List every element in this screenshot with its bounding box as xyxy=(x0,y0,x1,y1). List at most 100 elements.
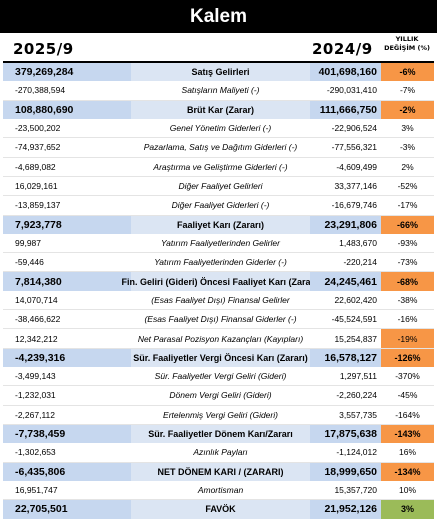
row-label: Satışların Maliyeti (-) xyxy=(181,85,260,96)
yearly-change: -134% xyxy=(381,462,434,481)
yearly-change: -19% xyxy=(381,329,434,348)
value-2024: 401,698,160 xyxy=(310,63,381,82)
value-2024: -1,124,012 xyxy=(336,447,377,458)
value-2024: 111,666,750 xyxy=(310,100,381,119)
yearly-change: -38% xyxy=(397,294,418,305)
table-row-major: -6,435,806 NET DÖNEM KARI / (ZARARI) 18,99… xyxy=(3,462,434,481)
value-2024: 21,952,126 xyxy=(310,500,381,519)
row-label: Genel Yönetim Giderleri (-) xyxy=(169,123,272,134)
table-row: -1,302,653 Azınlık Payları -1,124,012 16% xyxy=(3,443,434,463)
yearly-change: 10% xyxy=(398,485,416,496)
value-2024: 15,254,837 xyxy=(334,333,377,344)
table-row: -2,267,112 Ertelenmiş Vergi Geliri (Gider… xyxy=(3,406,434,425)
income-statement-table: 379,269,284 Satış Gelirleri 401,698,160 -6%… xyxy=(3,63,434,519)
table-row: -74,937,652 Pazarlama, Satış ve Dağıtım G… xyxy=(3,138,434,158)
row-label: Yatırım Faaliyetlerinden Giderler (-) xyxy=(154,257,287,268)
yearly-change: -16% xyxy=(397,314,418,325)
row-label: Fin. Geliri (Gideri) Öncesi Faaliyet Kar… xyxy=(121,272,320,291)
yearly-change: -126% xyxy=(381,348,434,367)
yearly-change: 2% xyxy=(401,161,414,172)
value-2025: -3,499,143 xyxy=(15,371,56,382)
table-title: Kalem xyxy=(0,0,437,33)
yearly-change: -370% xyxy=(395,371,420,382)
value-2025: 99,987 xyxy=(15,237,41,248)
yearly-change: 3% xyxy=(401,123,414,134)
row-label: Yatırım Faaliyetlerinden Gelirler xyxy=(161,237,280,248)
value-2024: -4,609,499 xyxy=(336,161,377,172)
table-row: -38,466,622 (Esas Faaliyet Dışı) Finansal… xyxy=(3,310,434,330)
value-2024: 18,999,650 xyxy=(310,462,381,481)
row-label: (Esas Faaliyet Dışı) Finansal Gelirler xyxy=(151,294,290,305)
table-row: 14,070,714 (Esas Faaliyet Dışı) Finansal … xyxy=(3,291,434,311)
table-row: 16,029,161 Diğer Faaliyet Gelirleri 33,377… xyxy=(3,177,434,197)
value-2024: 33,377,146 xyxy=(334,181,377,192)
row-label: Ertelenmiş Vergi Geliri (Gideri) xyxy=(163,409,278,420)
value-2025: 22,705,501 xyxy=(3,500,131,519)
yearly-change: -6% xyxy=(381,63,434,82)
row-label: Diğer Faaliyet Giderleri (-) xyxy=(171,200,270,211)
value-2025: -2,267,112 xyxy=(15,409,56,420)
value-2024: 3,557,735 xyxy=(339,409,377,420)
yearly-change: -45% xyxy=(397,390,418,401)
value-2024: -45,524,591 xyxy=(331,314,377,325)
change-header: YILLIK DEĞİŞİM (%) xyxy=(380,35,434,53)
table-row: -59,446 Yatırım Faaliyetlerinden Giderler… xyxy=(3,253,434,273)
value-2024: 1,297,511 xyxy=(339,371,377,382)
row-label: Diğer Faaliyet Gelirleri xyxy=(178,181,263,192)
row-label: Araştırma ve Geliştirme Giderleri (-) xyxy=(153,161,288,172)
table-row: 99,987 Yatırım Faaliyetlerinden Gelirler 1… xyxy=(3,234,434,254)
table-row-major: -4,239,316 Sür. Faaliyetler Vergi Öncesi … xyxy=(3,348,434,367)
column-header-row: 2025/9 2024/9 YILLIK DEĞİŞİM (%) xyxy=(0,33,437,61)
table-row: -3,499,143 Sür. Faaliyetler Vergi Geliri … xyxy=(3,367,434,387)
row-label: Dönem Vergi Geliri (Gideri) xyxy=(169,390,272,401)
change-header-line1: YILLIK xyxy=(395,35,419,43)
table-row: -23,500,202 Genel Yönetim Giderleri (-) -2… xyxy=(3,119,434,139)
yearly-change: -52% xyxy=(397,181,418,192)
value-2025: -7,738,459 xyxy=(3,424,131,444)
year-right-header: 2024/9 xyxy=(312,40,373,58)
value-2025: -23,500,202 xyxy=(15,123,61,134)
table-row: 16,951,747 Amortisman 15,357,720 10% xyxy=(3,481,434,501)
row-label: Net Parasal Pozisyon Kazançları (Kayıpla… xyxy=(137,333,304,344)
value-2025: -6,435,806 xyxy=(3,462,131,481)
table-row-major: 379,269,284 Satış Gelirleri 401,698,160 -6% xyxy=(3,63,434,82)
value-2024: 16,578,127 xyxy=(310,348,381,367)
value-2024: 22,602,420 xyxy=(334,294,377,305)
value-2025: -270,388,594 xyxy=(15,85,66,96)
table-row-major: 22,705,501 FAVÖK 21,952,126 3% xyxy=(3,500,434,519)
table-row-major: 108,880,690 Brüt Kar (Zarar) 111,666,750 -2… xyxy=(3,100,434,119)
yearly-change: -7% xyxy=(399,85,416,96)
row-label: FAVÖK xyxy=(131,500,310,519)
yearly-change: -3% xyxy=(399,142,416,153)
value-2024: 24,245,461 xyxy=(310,272,381,291)
value-2024: -2,260,224 xyxy=(336,390,377,401)
row-label: Sür. Faaliyetler Vergi Öncesi Karı (Zara… xyxy=(131,348,310,367)
value-2025: 14,070,714 xyxy=(15,294,58,305)
table-row-major: 7,814,380 Fin. Geliri (Gideri) Öncesi Faa… xyxy=(3,272,434,291)
value-2025: 108,880,690 xyxy=(3,100,131,119)
table-row: -13,859,137 Diğer Faaliyet Giderleri (-) -… xyxy=(3,196,434,216)
yearly-change: -68% xyxy=(381,272,434,291)
value-2025: 12,342,212 xyxy=(15,333,58,344)
value-2025: -74,937,652 xyxy=(15,142,61,153)
value-2024: 1,483,670 xyxy=(339,237,377,248)
row-label: Satış Gelirleri xyxy=(131,63,310,82)
value-2025: 16,951,747 xyxy=(15,485,58,496)
yearly-change: -73% xyxy=(397,257,418,268)
table-row: -1,232,031 Dönem Vergi Geliri (Gideri) -2,… xyxy=(3,386,434,406)
value-2024: -290,031,410 xyxy=(326,85,377,96)
value-2025: -1,232,031 xyxy=(15,390,56,401)
value-2024: -220,214 xyxy=(343,257,377,268)
table-row: 12,342,212 Net Parasal Pozisyon Kazançlar… xyxy=(3,329,434,349)
row-label: Brüt Kar (Zarar) xyxy=(131,100,310,119)
value-2024: -16,679,746 xyxy=(331,200,377,211)
value-2025: -13,859,137 xyxy=(15,200,61,211)
row-label: (Esas Faaliyet Dışı) Finansal Giderler (… xyxy=(144,314,297,325)
value-2024: 23,291,806 xyxy=(310,215,381,234)
table-row-major: 7,923,778 Faaliyet Karı (Zararı) 23,291,80… xyxy=(3,215,434,234)
table-row: -270,388,594 Satışların Maliyeti (-) -290,… xyxy=(3,81,434,101)
row-label: Amortisman xyxy=(197,485,244,496)
yearly-change: -17% xyxy=(397,200,418,211)
row-label: Sür. Faaliyetler Vergi Geliri (Gideri) xyxy=(154,371,287,382)
yearly-change: -164% xyxy=(395,409,420,420)
